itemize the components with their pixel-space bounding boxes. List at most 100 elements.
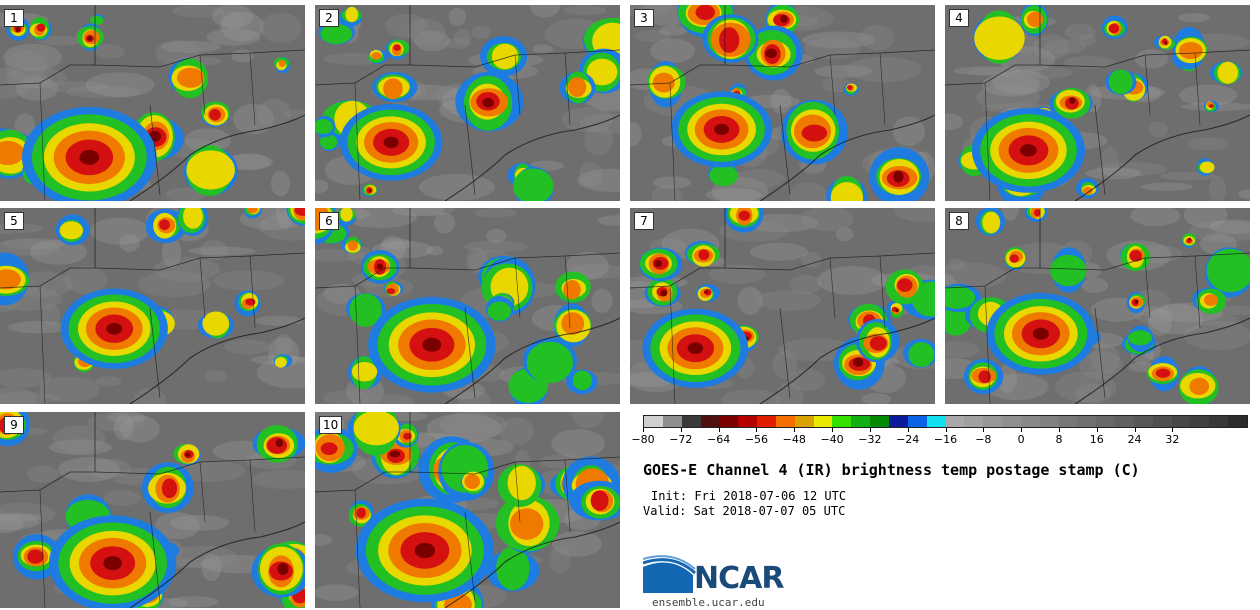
init-time: Init: Fri 2018-07-06 12 UTC	[651, 489, 847, 503]
colorbar-tick-mark	[832, 428, 834, 432]
colorbar-swatch	[1209, 416, 1229, 427]
colorbar-tick-label: 0	[1017, 433, 1025, 446]
panel-number: 5	[4, 212, 24, 230]
colorbar-tick-label: −80	[631, 433, 655, 446]
colorbar-swatch	[1058, 416, 1078, 427]
colorbar-swatch	[964, 416, 984, 427]
colorbar-tick-mark	[983, 428, 985, 432]
satellite-image-6	[315, 208, 620, 404]
panel-number: 4	[949, 9, 969, 27]
panel-number: 7	[634, 212, 654, 230]
satellite-image-1	[0, 5, 305, 201]
colorbar-swatch	[888, 416, 908, 427]
colorbar-tick-mark	[1096, 428, 1098, 432]
panel-10: 10	[315, 412, 620, 608]
colorbar-swatch	[1020, 416, 1040, 427]
colorbar-tick-mark	[756, 428, 758, 432]
colorbar-tick-mark	[794, 428, 796, 432]
colorbar-swatch	[851, 416, 871, 427]
colorbar-swatch	[738, 416, 758, 427]
colorbar-tick-label: −16	[933, 433, 958, 446]
colorbar-swatch	[1096, 416, 1116, 427]
panel-number: 8	[949, 212, 969, 230]
colorbar-swatch	[1002, 416, 1021, 427]
colorbar-tick-mark	[1058, 428, 1060, 432]
panel-number: 3	[634, 9, 654, 27]
colorbar-swatch	[644, 416, 663, 427]
colorbar-swatch	[1228, 416, 1247, 427]
panel-1: 1	[0, 5, 305, 201]
satellite-image-3	[630, 5, 935, 201]
colorbar-tick-label: −40	[820, 433, 844, 446]
colorbar-swatch	[983, 416, 1003, 427]
colorbar	[643, 415, 1248, 428]
colorbar-tick-label: −56	[744, 433, 769, 446]
valid-time: Valid: Sat 2018-07-07 05 UTC	[643, 504, 846, 518]
colorbar-swatch	[1152, 416, 1172, 427]
colorbar-swatch	[1077, 416, 1097, 427]
panel-9: 9	[0, 412, 305, 608]
colorbar-swatch	[719, 416, 739, 427]
panel-4: 4	[945, 5, 1250, 201]
panel-2: 2	[315, 5, 620, 201]
colorbar-swatch	[832, 416, 852, 427]
satellite-image-9	[0, 412, 305, 608]
colorbar-tick-mark	[945, 428, 947, 432]
panel-7: 7	[630, 208, 935, 404]
panel-6: 6	[315, 208, 620, 404]
satellite-image-7	[630, 208, 935, 404]
colorbar-swatch	[870, 416, 889, 427]
colorbar-tick-label: −48	[782, 433, 806, 446]
colorbar-tick-label: 24	[1127, 433, 1142, 446]
colorbar-tick-mark	[869, 428, 871, 432]
colorbar-tick-label: −8	[975, 433, 992, 446]
satellite-image-8	[945, 208, 1250, 404]
colorbar-swatch	[681, 416, 701, 427]
colorbar-tick-mark	[1134, 428, 1136, 432]
colorbar-tick-mark	[907, 428, 909, 432]
colorbar-swatch	[775, 416, 795, 427]
colorbar-swatch	[1115, 416, 1134, 427]
colorbar-swatch	[1171, 416, 1191, 427]
colorbar-swatch	[1133, 416, 1153, 427]
satellite-image-4	[945, 5, 1250, 201]
colorbar-tick-mark	[1172, 428, 1174, 432]
panel-8: 8	[945, 208, 1250, 404]
colorbar-swatch	[907, 416, 927, 427]
colorbar-tick-label: −24	[896, 433, 920, 446]
colorbar-tick-mark	[718, 428, 720, 432]
colorbar-swatch	[700, 416, 720, 427]
satellite-image-5	[0, 208, 305, 404]
colorbar-swatch	[813, 416, 833, 427]
colorbar-tick-mark	[1021, 428, 1023, 432]
ncar-logo-icon	[643, 555, 697, 593]
colorbar-swatch	[945, 416, 965, 427]
ncar-logo-text: NCAR	[694, 561, 784, 596]
colorbar-tick-mark	[643, 428, 644, 432]
colorbar-tick-label: 16	[1089, 433, 1104, 446]
panel-5: 5	[0, 208, 305, 404]
ensemble-url: ensemble.ucar.edu	[652, 596, 765, 609]
panel-number: 2	[319, 9, 339, 27]
colorbar-ticks: −80 −72 −64 −56 −48 −40 −32 −24 −16 −8 0 8 16 24 32	[631, 428, 1248, 447]
panel-number: 1	[4, 9, 24, 27]
panel-number: 10	[319, 416, 343, 434]
satellite-image-10	[315, 412, 620, 608]
colorbar-tick-mark	[680, 428, 682, 432]
colorbar-swatch	[1039, 416, 1059, 427]
figure-title: GOES-E Channel 4 (IR) brightness temp po…	[643, 461, 1140, 479]
colorbar-swatch	[757, 416, 776, 427]
colorbar-tick-label: 32	[1165, 433, 1180, 446]
panel-3: 3	[630, 5, 935, 201]
colorbar-tick-label: −32	[858, 433, 882, 446]
colorbar-tick-label: −72	[669, 433, 693, 446]
colorbar-swatch	[662, 416, 682, 427]
panel-number: 6	[319, 212, 339, 230]
satellite-image-2	[315, 5, 620, 201]
colorbar-swatch	[794, 416, 814, 427]
colorbar-tick-label: 8	[1055, 433, 1063, 446]
colorbar-swatch	[1190, 416, 1210, 427]
panel-number: 9	[4, 416, 24, 434]
colorbar-tick-label: −64	[707, 433, 731, 446]
colorbar-swatch	[926, 416, 946, 427]
